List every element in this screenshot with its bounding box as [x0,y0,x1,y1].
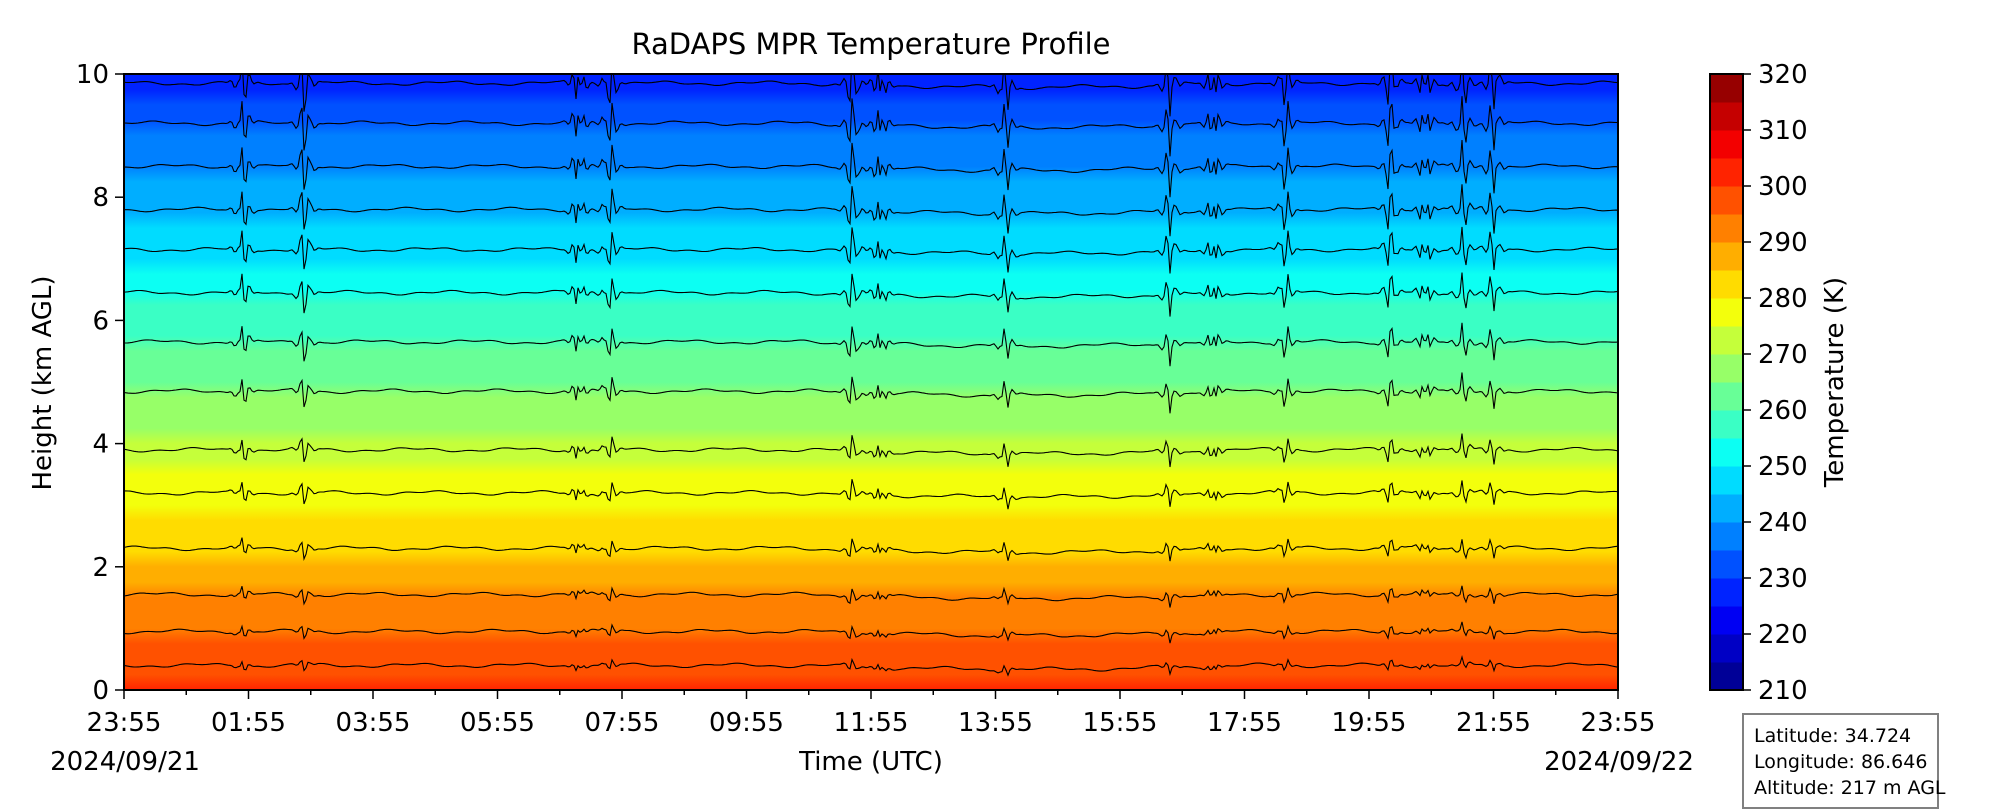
colorbar-tick-label: 260 [1758,396,1808,426]
contour-line [124,585,1618,608]
altitude-text: Altitude: 217 m AGL [1754,777,1946,799]
y-tick-label: 10 [76,60,109,90]
colorbar-tick-label: 310 [1758,116,1808,146]
x-axis-label: Time (UTC) [798,747,943,777]
colorbar-level [1710,186,1743,215]
colorbar-level [1710,214,1743,243]
contour-line [124,372,1618,414]
colorbar-level [1710,298,1743,327]
y-axis: 0 2 4 6 8 10 [76,60,124,706]
colorbar-level [1710,494,1743,523]
chart-title: RaDAPS MPR Temperature Profile [631,27,1110,61]
x-tick-label: 21:55 [1456,708,1531,738]
y-tick-label: 6 [92,306,109,336]
y-tick-label: 4 [92,430,109,460]
colorbar-level [1710,102,1743,131]
colorbar-label: Temperature (K) [1820,277,1850,488]
colorbar-tick-label: 210 [1758,676,1808,706]
contour-line [124,74,1618,117]
x-tick-label: 17:55 [1207,708,1282,738]
colorbar-frame [1709,73,1744,691]
start-date-label: 2024/09/21 [50,747,200,777]
colorbar-level [1710,130,1743,159]
contour-line [124,226,1618,274]
colorbar-tick-label: 320 [1758,60,1808,90]
colorbar-level [1710,634,1743,663]
colorbar-level [1710,270,1743,299]
longitude-text: Longitude: 86.646 [1754,751,1928,773]
colorbar-level [1710,466,1743,495]
colorbar-level [1710,74,1743,103]
colorbar-level [1710,158,1743,187]
y-tick-label: 8 [92,183,109,213]
colorbar-level [1710,550,1743,579]
x-tick-label: 11:55 [834,708,909,738]
plot-area [124,74,1618,690]
contour-line [124,184,1618,237]
x-tick-label: 09:55 [709,708,784,738]
contour-line [124,322,1618,367]
contour-line [124,139,1618,198]
contour-line [124,537,1618,562]
colorbar-tick-label: 290 [1758,228,1808,258]
contour-lines [124,74,1618,677]
contour-line [124,433,1618,468]
colorbar-level [1710,578,1743,607]
y-axis-label: Height (km AGL) [28,275,58,490]
colorbar-level [1710,242,1743,271]
latitude-text: Latitude: 34.724 [1754,725,1912,747]
x-axis: 23:55 01:55 03:55 05:55 07:55 09:55 11:55 13:55… [87,690,1656,738]
x-tick-label: 19:55 [1332,708,1407,738]
colorbar-ticks: 210 220 230 240 250 260 270 280 290 300 310 320 [1743,60,1808,706]
x-tick-label: 13:55 [958,708,1033,738]
contour-line [124,621,1618,644]
colorbar-tick-label: 220 [1758,620,1808,650]
contour-line [124,272,1618,317]
y-tick-label: 0 [92,676,109,706]
contour-line [124,96,1618,157]
y-tick-label: 2 [92,553,109,583]
x-tick-label: 05:55 [460,708,535,738]
colorbar-level [1710,326,1743,355]
colorbar-level [1710,354,1743,383]
x-tick-label: 23:55 [1581,708,1656,738]
colorbar-level [1710,438,1743,467]
x-tick-label: 07:55 [585,708,660,738]
colorbar-level [1710,662,1743,691]
end-date-label: 2024/09/22 [1544,747,1694,777]
colorbar-tick-label: 230 [1758,564,1808,594]
x-tick-label: 03:55 [336,708,411,738]
colorbar-level [1710,410,1743,439]
colorbar-tick-label: 270 [1758,340,1808,370]
contour-line [124,479,1618,510]
temperature-field [124,74,1618,690]
contour-line [124,654,1618,677]
x-tick-label: 23:55 [87,708,162,738]
colorbar-level [1710,382,1743,411]
colorbar-tick-label: 280 [1758,284,1808,314]
colorbar-tick-label: 300 [1758,172,1808,202]
x-tick-label: 01:55 [211,708,286,738]
station-info-box: Latitude: 34.724 Longitude: 86.646 Altit… [1742,713,1946,809]
colorbar-tick-label: 240 [1758,508,1808,538]
colorbar-tick-label: 250 [1758,452,1808,482]
x-tick-label: 15:55 [1083,708,1158,738]
colorbar-level [1710,522,1743,551]
colorbar [1710,74,1743,691]
colorbar-level [1710,606,1743,635]
